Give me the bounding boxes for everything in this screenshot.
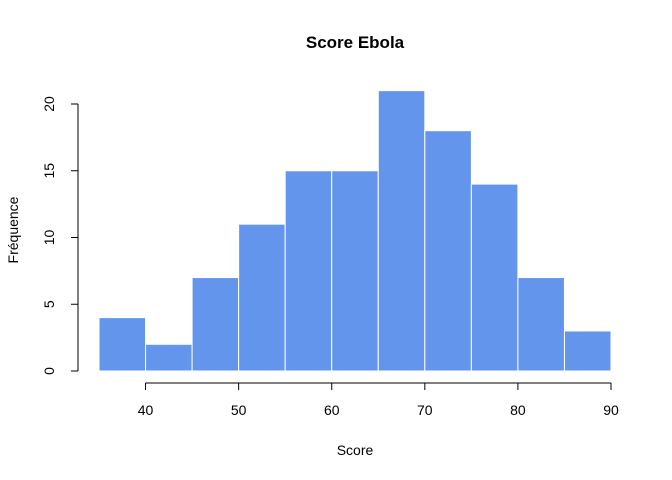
histogram-bar — [284, 170, 333, 372]
histogram-bar — [470, 183, 519, 372]
y-tick-label: 15 — [41, 163, 57, 179]
y-tick-label: 20 — [41, 96, 57, 112]
histogram-bar — [563, 330, 612, 372]
histogram-bar — [377, 90, 426, 372]
y-tick-label: 10 — [41, 230, 57, 246]
y-tick-label: 5 — [41, 300, 57, 308]
y-axis: 0 5 10 15 20 — [41, 96, 79, 375]
histogram-bar — [331, 170, 379, 372]
x-tick-label: 80 — [510, 402, 526, 418]
chart-title: Score Ebola — [306, 33, 405, 52]
y-tick-label: 0 — [41, 367, 57, 375]
x-tick-label: 70 — [417, 402, 433, 418]
histogram-bar — [238, 223, 286, 372]
x-axis: 40 50 60 70 80 90 — [138, 382, 619, 418]
x-axis-label: Score — [337, 442, 374, 458]
bars-group — [98, 90, 612, 372]
histogram-bar — [191, 277, 240, 372]
y-axis-label: Fréquence — [5, 196, 21, 263]
x-tick-label: 40 — [138, 402, 154, 418]
histogram-bar — [517, 277, 565, 372]
histogram-bar — [424, 130, 472, 372]
histogram-bar — [98, 317, 147, 372]
histogram-bar — [145, 343, 193, 372]
x-tick-label: 90 — [603, 402, 619, 418]
x-tick-label: 60 — [324, 402, 340, 418]
x-tick-label: 50 — [231, 402, 247, 418]
